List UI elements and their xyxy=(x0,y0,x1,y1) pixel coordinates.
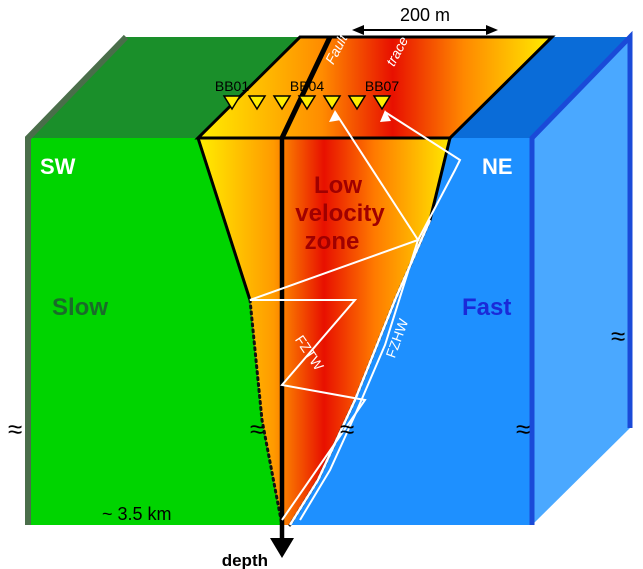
depth-arrow-head xyxy=(270,538,294,558)
ne-label: NE xyxy=(482,154,513,179)
fast-block-front xyxy=(290,138,532,525)
break-symbol-zone-left: ≈ xyxy=(250,414,264,444)
fault-trace-top xyxy=(279,35,333,140)
scale-arrow-left xyxy=(352,25,364,35)
fast-label: Fast xyxy=(462,294,511,321)
fast-block-edge xyxy=(529,30,633,525)
slow-block-top xyxy=(28,37,300,138)
fault-zone-left-boundary xyxy=(196,137,252,301)
sw-label: SW xyxy=(40,154,76,179)
fault-zone-body xyxy=(198,138,450,525)
station-marker xyxy=(222,95,242,111)
break-symbol-right: ≈ xyxy=(611,321,625,351)
fault-zone-left-boundary-dotted xyxy=(248,298,284,527)
zone-label-line-1: Low xyxy=(314,172,362,199)
slow-block-front xyxy=(28,138,282,525)
break-symbol-fast: ≈ xyxy=(516,414,530,444)
station-marker xyxy=(347,95,367,111)
fzhw-boundary-highlight xyxy=(288,219,432,526)
fast-block-top xyxy=(450,37,630,138)
zone-label-line-3: zone xyxy=(305,228,360,255)
station-label: BB01 xyxy=(215,78,249,94)
station-marker xyxy=(247,95,267,111)
break-symbol-left: ≈ xyxy=(8,414,22,444)
station-marker xyxy=(272,95,292,111)
scale-label: 200 m xyxy=(400,5,450,25)
station-label: BB04 xyxy=(290,78,324,94)
scale-arrow-right xyxy=(486,25,498,35)
station-row: BB01 BB04 BB07 xyxy=(215,78,399,111)
slow-block-edge xyxy=(25,34,129,525)
station-marker xyxy=(322,95,342,111)
break-symbol-zone-right: ≈ xyxy=(340,414,354,444)
depth-extent-label: ~ 3.5 km xyxy=(102,504,172,524)
station-marker xyxy=(372,95,392,111)
fzhw-ray xyxy=(299,111,462,521)
station-marker xyxy=(297,95,317,111)
ray-arrow-fzhw xyxy=(380,110,391,122)
fast-block-side xyxy=(532,37,630,525)
station-label: BB07 xyxy=(365,78,399,94)
slow-label: Slow xyxy=(52,294,108,321)
zone-label-line-2: velocity xyxy=(295,200,385,227)
ray-paths xyxy=(249,111,462,526)
ray-arrow-fztw xyxy=(329,110,341,122)
depth-label: depth xyxy=(222,551,268,569)
